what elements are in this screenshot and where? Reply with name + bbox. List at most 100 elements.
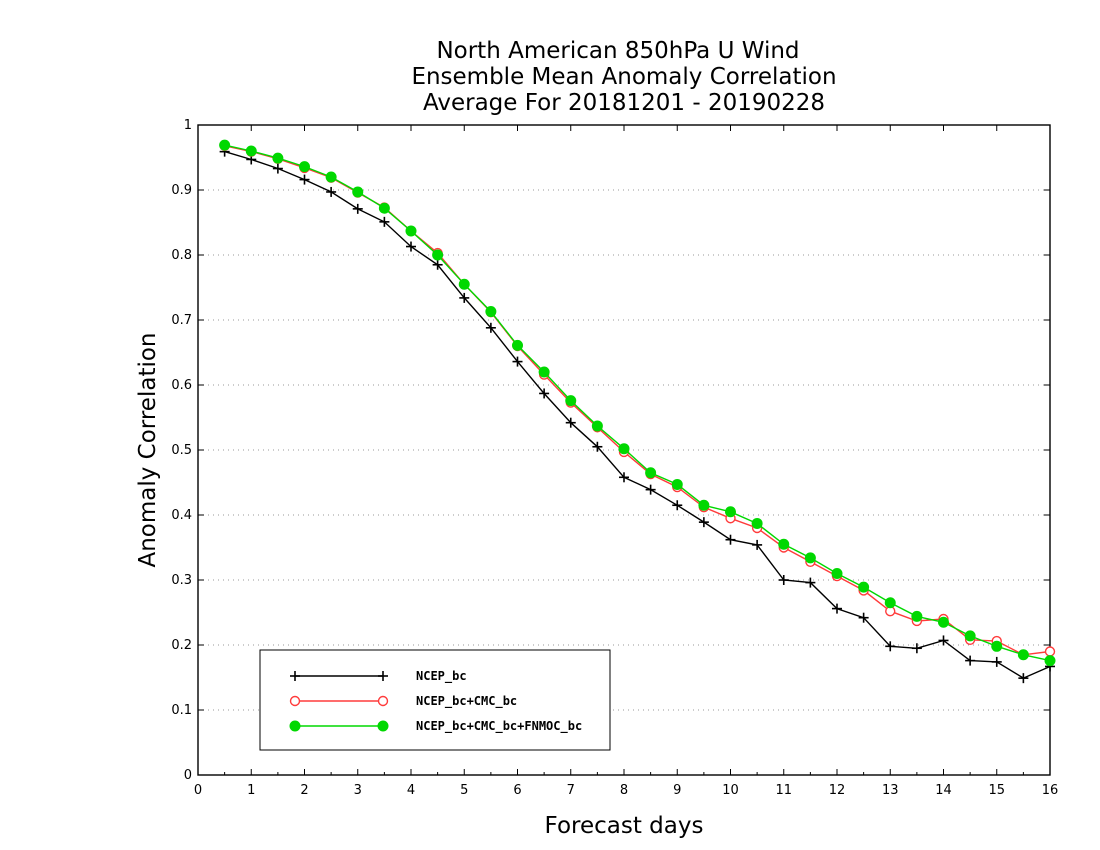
data-point xyxy=(352,203,363,214)
data-point xyxy=(379,216,390,227)
y-axis-label: Anomaly Correlation xyxy=(135,332,161,567)
data-point xyxy=(778,538,790,550)
data-point xyxy=(289,720,301,732)
data-point xyxy=(458,278,470,290)
legend-item: NCEP_bc xyxy=(290,669,467,684)
series-3 xyxy=(219,139,1056,667)
y-tick-label: 0 xyxy=(184,768,192,783)
x-tick-label: 8 xyxy=(620,783,628,798)
data-point xyxy=(938,616,949,628)
x-tick-label: 16 xyxy=(1042,783,1059,798)
data-point xyxy=(1018,673,1029,684)
data-point xyxy=(377,695,389,707)
legend-item: NCEP_bc+CMC_bc xyxy=(289,694,517,709)
data-point xyxy=(671,478,683,490)
grid-lines xyxy=(198,189,1050,711)
data-point xyxy=(991,656,1002,667)
data-point xyxy=(752,539,763,550)
title-line-1: North American 850hPa U Wind xyxy=(436,38,799,64)
data-point xyxy=(432,249,444,261)
data-point xyxy=(405,225,417,237)
x-tick-label: 0 xyxy=(194,783,202,798)
y-tick-label: 0.2 xyxy=(171,638,192,653)
data-point xyxy=(512,356,523,367)
y-tick-label: 0.5 xyxy=(171,443,192,458)
x-tick-label: 9 xyxy=(673,783,681,798)
data-point xyxy=(1017,649,1029,661)
data-point xyxy=(591,420,603,432)
data-point xyxy=(272,152,284,164)
data-point xyxy=(911,610,923,622)
data-point xyxy=(725,534,736,545)
data-point xyxy=(831,568,843,579)
data-point xyxy=(858,581,870,593)
data-point xyxy=(672,500,683,511)
x-tick-label: 4 xyxy=(407,783,415,798)
data-point xyxy=(377,720,389,732)
data-point xyxy=(698,517,709,528)
y-tick-label: 0.4 xyxy=(171,508,192,523)
data-point xyxy=(1044,655,1056,667)
x-axis-label: Forecast days xyxy=(545,813,704,839)
series-2 xyxy=(219,140,1056,660)
data-point xyxy=(645,467,657,479)
data-point xyxy=(512,339,523,351)
data-point xyxy=(539,388,550,399)
data-point xyxy=(272,163,283,174)
x-axis: 0 1 2 3 4 5 6 7 8 9 10 11 12 13 14 15 16 xyxy=(194,125,1058,798)
data-point xyxy=(538,366,550,378)
series-line xyxy=(224,150,1051,679)
series-line xyxy=(224,145,1051,656)
data-point xyxy=(938,635,949,646)
x-tick-label: 13 xyxy=(882,783,899,798)
data-point xyxy=(485,306,497,318)
data-point xyxy=(592,441,603,452)
title-line-2: Ensemble Mean Anomaly Correlation xyxy=(411,64,836,90)
data-point xyxy=(1044,646,1056,657)
legend-label: NCEP_bc+CMC_bc xyxy=(416,694,517,709)
legend-label: NCEP_bc xyxy=(416,669,467,684)
data-point xyxy=(432,259,443,270)
y-tick-label: 0.6 xyxy=(171,378,192,393)
data-point xyxy=(619,472,629,483)
data-point xyxy=(698,499,710,511)
data-point xyxy=(459,292,470,303)
data-point xyxy=(832,603,842,614)
data-point xyxy=(219,139,231,151)
data-point xyxy=(406,241,416,252)
data-point xyxy=(565,395,577,407)
data-point xyxy=(778,575,789,585)
data-point xyxy=(911,643,922,654)
data-point xyxy=(804,552,816,564)
data-point xyxy=(618,443,630,455)
legend-box xyxy=(259,649,611,751)
series-line xyxy=(224,144,1051,662)
x-tick-label: 11 xyxy=(775,783,792,798)
data-point xyxy=(325,171,337,183)
y-tick-label: 0.7 xyxy=(171,313,192,328)
data-point xyxy=(565,417,576,428)
x-tick-label: 7 xyxy=(567,783,575,798)
x-tick-label: 12 xyxy=(829,783,846,798)
data-point xyxy=(245,145,257,157)
legend-item: NCEP_bc+CMC_bc+FNMOC_bc xyxy=(289,719,582,734)
data-point xyxy=(485,322,496,333)
x-tick-label: 2 xyxy=(300,783,308,798)
y-tick-label: 1 xyxy=(184,118,192,133)
data-point xyxy=(645,484,656,495)
data-point xyxy=(885,641,896,652)
x-tick-label: 15 xyxy=(988,783,1005,798)
data-point xyxy=(991,640,1003,652)
x-tick-label: 14 xyxy=(935,783,952,798)
data-point xyxy=(751,517,763,529)
y-tick-label: 0.8 xyxy=(171,248,192,263)
data-point xyxy=(326,186,337,197)
data-point xyxy=(965,655,976,666)
y-tick-label: 0.1 xyxy=(171,703,192,718)
x-tick-label: 6 xyxy=(513,783,521,798)
data-point xyxy=(289,695,301,707)
data-point xyxy=(378,671,388,681)
y-tick-label: 0.3 xyxy=(171,573,192,588)
data-point xyxy=(299,161,310,173)
